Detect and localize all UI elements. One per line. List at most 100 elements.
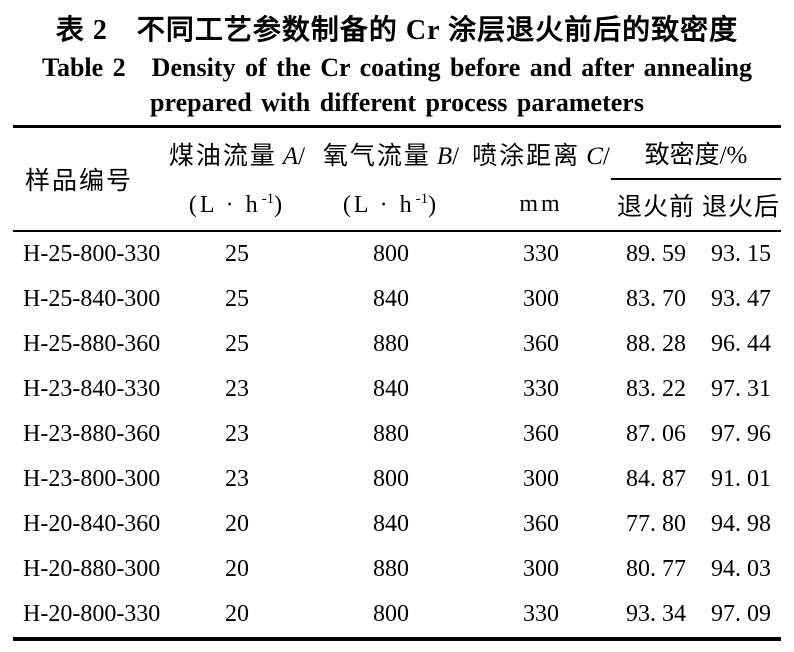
cell-distance: 360 <box>523 331 559 357</box>
cell-sample-id: H-25-800-330 <box>23 241 161 267</box>
cell-density-after: 96. 44 <box>711 331 771 357</box>
cell-density-after: 93. 47 <box>711 286 771 312</box>
table-header: 样品编号 煤油流量 A/ 氧气流量 B/ 喷涂距离 C/ 致密度/% (L · h-1… <box>13 126 781 232</box>
slash: / <box>602 142 610 170</box>
cell-sample-id: H-25-880-360 <box>23 331 161 357</box>
cell-sample-id: H-20-840-360 <box>23 511 161 537</box>
header-sample-id: 样品编号 <box>13 126 163 232</box>
cell-oxygen: 880 <box>373 331 409 357</box>
cell-kerosene: 25 <box>225 241 249 267</box>
cell-sample-id: H-23-880-360 <box>23 421 161 447</box>
unit-base: mm <box>519 191 563 217</box>
table-row: H-20-880-300 20 880 300 80. 77 94. 03 <box>13 547 781 592</box>
cell-oxygen: 800 <box>373 241 409 267</box>
cell-oxygen: 840 <box>373 376 409 402</box>
unit-base: (L · h <box>342 191 415 218</box>
header-density-group: 致密度/% <box>611 126 781 180</box>
header-kerosene-unit: (L · h-1) <box>163 179 311 232</box>
cell-density-after: 93. 15 <box>711 241 771 267</box>
cell-oxygen: 800 <box>373 601 409 627</box>
table-body: H-25-800-330 25 800 330 89. 59 93. 15 H-… <box>13 231 781 639</box>
cell-sample-id: H-23-800-300 <box>23 466 161 492</box>
cell-oxygen: 880 <box>373 556 409 582</box>
unit-close: ) <box>428 191 440 218</box>
cell-distance: 360 <box>523 421 559 447</box>
cell-density-before: 87. 06 <box>626 421 686 447</box>
cell-density-after: 94. 03 <box>711 556 771 582</box>
cell-kerosene: 23 <box>225 421 249 447</box>
cell-density-before: 83. 70 <box>626 286 686 312</box>
header-kerosene-flow: 煤油流量 A/ <box>163 127 311 180</box>
variable-symbol-c: C <box>586 142 603 170</box>
table-row: H-25-840-300 25 840 300 83. 70 93. 47 <box>13 277 781 322</box>
header-distance-label: 喷涂距离 <box>472 142 581 170</box>
density-table: 样品编号 煤油流量 A/ 氧气流量 B/ 喷涂距离 C/ 致密度/% (L · h-1… <box>13 125 781 641</box>
cell-sample-id: H-23-840-330 <box>23 376 161 402</box>
table-caption-en-line1: Table 2 Density of the Cr coating before… <box>42 53 752 82</box>
cell-density-after: 97. 96 <box>711 421 771 447</box>
table-row: H-25-800-330 25 800 330 89. 59 93. 15 <box>13 231 781 277</box>
cell-kerosene: 20 <box>225 601 249 627</box>
cell-kerosene: 20 <box>225 511 249 537</box>
header-after-annealing: 退火后 <box>701 179 781 232</box>
table-row: H-23-800-300 23 800 300 84. 87 91. 01 <box>13 457 781 502</box>
cell-distance: 330 <box>523 376 559 402</box>
unit-superscript: -1 <box>261 190 275 207</box>
cell-kerosene: 23 <box>225 466 249 492</box>
header-density-label: 致密度/% <box>644 142 748 169</box>
slash: / <box>452 142 460 170</box>
cell-density-before: 80. 77 <box>626 556 686 582</box>
cell-distance: 360 <box>523 511 559 537</box>
cell-sample-id: H-20-880-300 <box>23 556 161 582</box>
cell-kerosene: 25 <box>225 286 249 312</box>
cell-oxygen: 840 <box>373 511 409 537</box>
header-spray-distance: 喷涂距离 C/ <box>471 127 611 180</box>
header-distance-unit: mm <box>471 179 611 232</box>
cell-density-before: 77. 80 <box>626 511 686 537</box>
header-row-1: 样品编号 煤油流量 A/ 氧气流量 B/ 喷涂距离 C/ 致密度/% <box>13 126 781 232</box>
cell-distance: 330 <box>523 601 559 627</box>
cell-density-after: 97. 09 <box>711 601 771 627</box>
cell-distance: 330 <box>523 241 559 267</box>
cell-kerosene: 23 <box>225 376 249 402</box>
cell-density-before: 89. 59 <box>626 241 686 267</box>
variable-symbol-b: B <box>436 142 453 170</box>
variable-symbol-a: A <box>282 142 299 170</box>
cell-density-before: 84. 87 <box>626 466 686 492</box>
table-row: H-25-880-360 25 880 360 88. 28 96. 44 <box>13 322 781 367</box>
cell-density-after: 97. 31 <box>711 376 771 402</box>
table-caption-zh: 表 2 不同工艺参数制备的 Cr 涂层退火前后的致密度 <box>55 15 739 46</box>
unit-base: (L · h <box>188 191 261 218</box>
cell-oxygen: 800 <box>373 466 409 492</box>
cell-density-before: 93. 34 <box>626 601 686 627</box>
cell-kerosene: 20 <box>225 556 249 582</box>
table-row: H-23-880-360 23 880 360 87. 06 97. 96 <box>13 412 781 457</box>
cell-distance: 300 <box>523 286 559 312</box>
header-oxygen-label: 氧气流量 <box>322 142 431 170</box>
cell-oxygen: 880 <box>373 421 409 447</box>
cell-oxygen: 840 <box>373 286 409 312</box>
header-sample-id-label: 样品编号 <box>25 168 134 195</box>
header-oxygen-unit: (L · h-1) <box>311 179 471 232</box>
cell-distance: 300 <box>523 556 559 582</box>
table-row: H-20-840-360 20 840 360 77. 80 94. 98 <box>13 502 781 547</box>
table-row: H-23-840-330 23 840 330 83. 22 97. 31 <box>13 367 781 412</box>
cell-density-before: 83. 22 <box>626 376 686 402</box>
cell-density-after: 94. 98 <box>711 511 771 537</box>
header-before-annealing: 退火前 <box>611 179 701 232</box>
cell-density-after: 91. 01 <box>711 466 771 492</box>
header-oxygen-flow: 氧气流量 B/ <box>311 127 471 180</box>
cell-sample-id: H-25-840-300 <box>23 286 161 312</box>
unit-close: ) <box>274 191 286 218</box>
slash: / <box>298 142 306 170</box>
header-row-2: (L · h-1) (L · h-1) mm 退火前 退火后 <box>13 179 781 232</box>
unit-superscript: -1 <box>415 190 429 207</box>
cell-sample-id: H-20-800-330 <box>23 601 161 627</box>
cell-distance: 300 <box>523 466 559 492</box>
cell-density-before: 88. 28 <box>626 331 686 357</box>
table-caption-en-line2: prepared with different process paramete… <box>150 88 644 117</box>
table-row: H-20-800-330 20 800 330 93. 34 97. 09 <box>13 592 781 639</box>
cell-kerosene: 25 <box>225 331 249 357</box>
header-kerosene-label: 煤油流量 <box>168 142 277 170</box>
